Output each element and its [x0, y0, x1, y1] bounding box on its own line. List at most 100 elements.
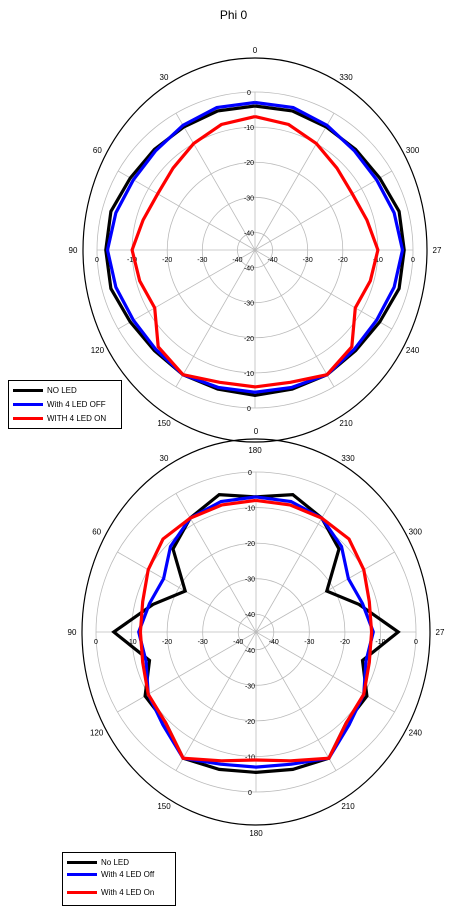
legend-swatch [67, 890, 97, 894]
grid-spoke [255, 631, 337, 771]
radial-tick-label: -10 [375, 639, 385, 646]
angle-tick-label: 90 [68, 628, 77, 637]
series-line [111, 492, 401, 775]
legend-item: No LED [67, 857, 129, 867]
legend-swatch [67, 872, 97, 876]
grid-spoke [254, 249, 335, 388]
grid-spoke [117, 170, 256, 251]
radial-tick-label: -30 [244, 195, 254, 202]
angle-tick-label: 330 [339, 73, 353, 82]
radial-tick-label: 0 [414, 639, 418, 646]
angle-tick-label: 240 [406, 346, 420, 355]
radial-tick-label: -20 [338, 257, 348, 264]
grid-spoke [175, 112, 256, 251]
angle-tick-label: 210 [341, 802, 355, 811]
legend-label: With 4 LED On [101, 887, 155, 897]
radial-tick-label: -20 [340, 639, 350, 646]
angle-tick-label: 0 [253, 46, 258, 55]
radial-tick-label: -40 [232, 257, 242, 264]
radial-tick-label: -10 [245, 506, 255, 513]
angle-tick-label: 30 [160, 73, 169, 82]
series-line [137, 495, 375, 769]
radial-tick-label: -40 [244, 230, 254, 237]
angle-tick-label: 150 [157, 802, 171, 811]
legend-label: NO LED [47, 385, 77, 395]
polar-chart-bottom: 0 30 60 90 120 150 180 210 240 27 300 330 0 0 0 0 -10 -10… [68, 427, 445, 838]
angle-tick-label: 30 [160, 454, 169, 463]
angle-tick-label: 0 [254, 427, 259, 436]
angle-tick-label: 27 [433, 246, 442, 255]
grid-spoke [117, 631, 257, 713]
grid-spoke [254, 249, 393, 330]
plot-frame [81, 438, 431, 826]
grid-spoke [175, 249, 256, 388]
radial-tick-label: -30 [304, 639, 314, 646]
radial-tick-label: -30 [245, 683, 255, 690]
grid-spoke [254, 112, 335, 251]
legend-swatch [13, 388, 43, 392]
radial-tick-label: 0 [248, 470, 252, 477]
radial-tick-label: -30 [198, 639, 208, 646]
radial-tick-label: -20 [244, 336, 254, 343]
legend-item: With 4 LED OFF [13, 399, 106, 409]
figure-title: Phi 0 [219, 8, 248, 22]
legend-label: No LED [101, 857, 130, 867]
angle-tick-label: 120 [90, 729, 104, 738]
radial-tick-label: -20 [162, 639, 172, 646]
angle-tick-label: 180 [248, 446, 262, 455]
series-line [138, 498, 374, 763]
angle-tick-label: 300 [406, 146, 420, 155]
radial-tick-label: -40 [233, 639, 243, 646]
legend-top: NO LED With 4 LED OFF WITH 4 LED ON [8, 380, 122, 429]
series-line [105, 100, 405, 394]
radial-tick-label: -40 [267, 257, 277, 264]
series-line [104, 104, 406, 398]
radial-tick-label: 0 [411, 257, 415, 264]
legend-item: NO LED [13, 385, 77, 395]
legend-label: With 4 LED Off [101, 869, 155, 879]
radial-tick-label: -10 [244, 371, 254, 378]
legend-item: With 4 LED On [67, 887, 154, 897]
angle-tick-label: 27 [436, 628, 445, 637]
legend-item: With 4 LED Off [67, 869, 154, 879]
radial-tick-label: -10 [126, 639, 136, 646]
polar-chart-top: 0 30 60 90 120 150 180 210 240 27 300 330 0 0 0 0 -10 -10… [69, 46, 442, 455]
angle-tick-label: 210 [339, 419, 353, 428]
radial-tick-label: -10 [127, 257, 137, 264]
legend-item: WITH 4 LED ON [13, 413, 106, 423]
angle-tick-label: 60 [93, 146, 102, 155]
radial-tick-label: -30 [197, 257, 207, 264]
angle-tick-label: 240 [409, 729, 423, 738]
radial-tick-label: -30 [244, 301, 254, 308]
radial-tick-label: 0 [247, 90, 251, 97]
radial-tick-label: -10 [244, 125, 254, 132]
radial-tick-label: -20 [245, 719, 255, 726]
grid-spoke [175, 631, 257, 771]
angle-tick-label: 300 [409, 528, 423, 537]
legend-swatch [13, 416, 43, 420]
legend-label: WITH 4 LED ON [47, 413, 107, 423]
radial-tick-label: -10 [373, 257, 383, 264]
radial-tick-label: -40 [245, 648, 255, 655]
radial-tick-label: -40 [269, 639, 279, 646]
legend-label: With 4 LED OFF [47, 399, 106, 409]
angle-tick-label: 180 [249, 829, 263, 838]
plot-frame [82, 57, 428, 443]
radial-tick-label: -20 [162, 257, 172, 264]
grid-spoke [255, 631, 395, 713]
radial-tick-label: 0 [248, 790, 252, 797]
angle-tick-label: 120 [91, 346, 105, 355]
radial-tick-label: 0 [95, 257, 99, 264]
radial-tick-label: -10 [245, 754, 255, 761]
angle-tick-label: 330 [341, 454, 355, 463]
grid-spoke [117, 249, 256, 330]
radial-tick-label: 0 [247, 406, 251, 413]
radial-tick-label: -40 [245, 612, 255, 619]
radial-tick-label: -40 [244, 266, 254, 273]
angle-tick-label: 60 [92, 528, 101, 537]
radial-tick-label: -30 [303, 257, 313, 264]
legend-swatch [13, 402, 43, 406]
grid-spoke [254, 170, 393, 251]
legend-bottom: No LED With 4 LED Off With 4 LED On [62, 852, 176, 906]
